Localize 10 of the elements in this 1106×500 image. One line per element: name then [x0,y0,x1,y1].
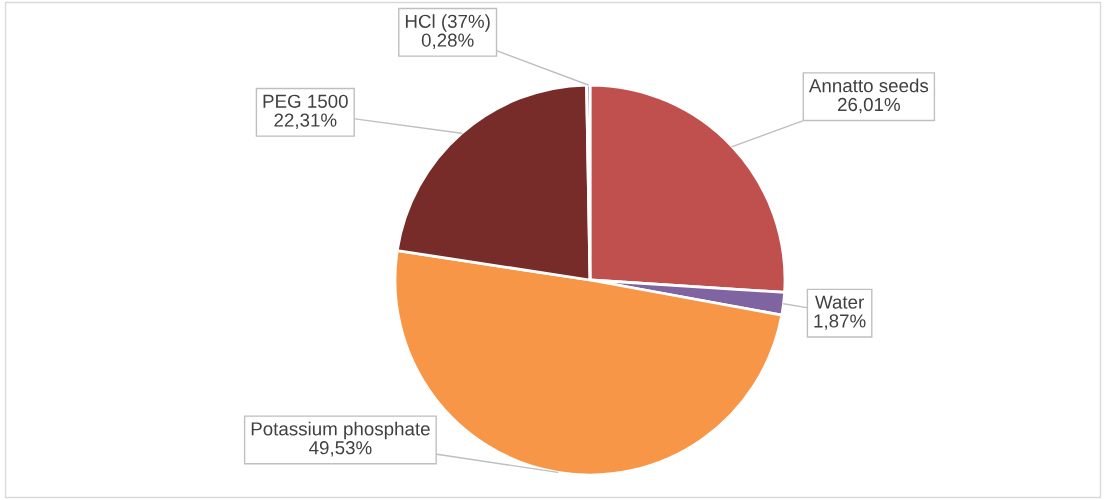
slice-label: Annatto seeds [808,78,929,93]
slice-label: Potassium phosphate [251,421,430,440]
data-label: 22,31% [274,113,337,129]
slice-label: Water [815,295,864,309]
data-label: 49,53% [309,441,372,457]
slice-label: HCl (37%) [405,14,490,32]
data-label: 1,87% [814,314,866,330]
data-label: 26,01% [838,97,900,114]
data-label: 0,28% [421,33,474,50]
slice-label: PEG 1500 [263,94,348,108]
